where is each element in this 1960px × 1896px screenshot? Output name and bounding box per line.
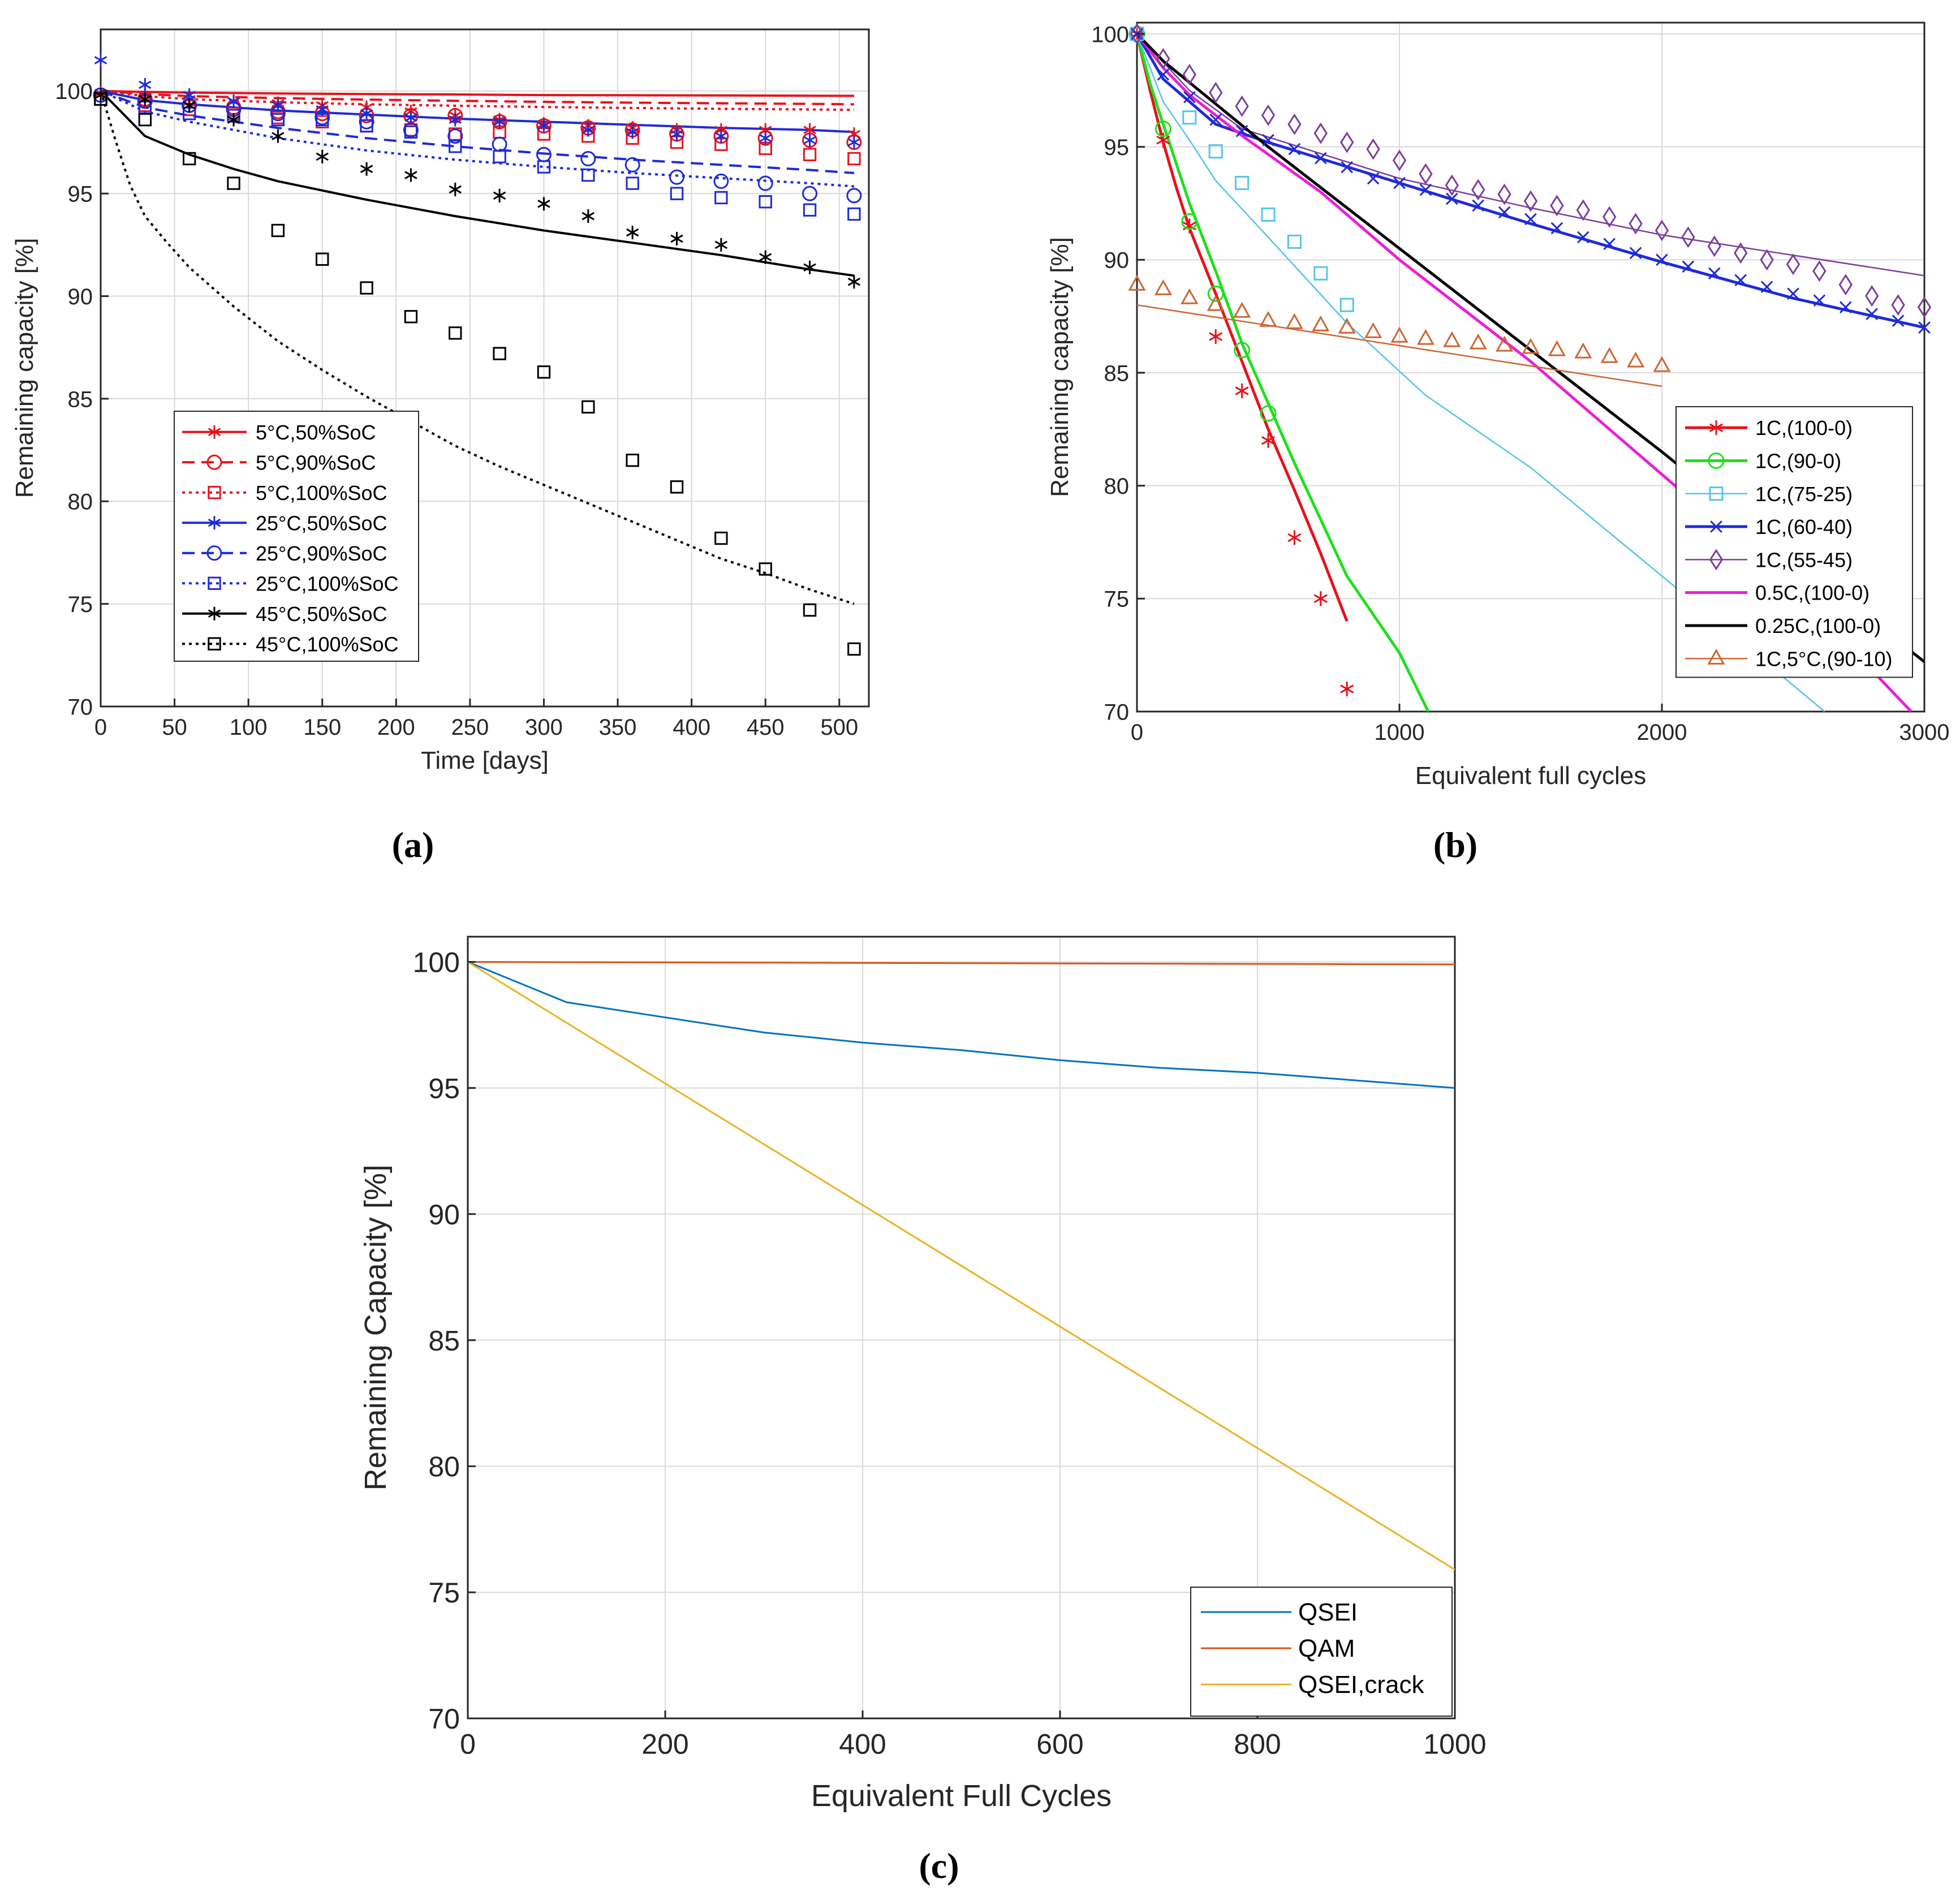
panel-c-x-tick-label: 0 <box>460 1729 476 1760</box>
panel-a-legend-entry: 5°C,90%SoC <box>256 451 376 474</box>
panel-b-x-tick-label: 3000 <box>1899 720 1950 745</box>
panel-c-x-tick-label: 600 <box>1036 1729 1083 1760</box>
panel-a-x-tick-label: 50 <box>162 715 187 740</box>
panel-a-legend-entry: 25°C,100%SoC <box>256 572 399 595</box>
panel-c-y-tick-label: 85 <box>428 1325 460 1356</box>
panel-c-y-tick-label: 95 <box>428 1072 460 1104</box>
panel-b-y-tick-label: 80 <box>1104 474 1130 499</box>
panel-b-legend-entry: 1C,(60-40) <box>1755 515 1853 538</box>
panel-a-x-tick-label: 350 <box>599 715 637 740</box>
panel-a-legend-entry: 45°C,100%SoC <box>256 632 399 656</box>
panel-a-legend-entry: 25°C,90%SoC <box>256 542 387 565</box>
panel-a-x-tick-label: 100 <box>230 715 268 740</box>
panel-c-y-tick-label: 100 <box>413 947 460 979</box>
panel-a-x-axis-label: Time [days] <box>421 747 549 774</box>
panel-a-y-tick-label: 100 <box>55 79 93 104</box>
panel-c-x-tick-label: 1000 <box>1423 1729 1486 1760</box>
panel-b-legend-entry: 0.5C,(100-0) <box>1755 581 1869 605</box>
panel-c-x-tick-label: 800 <box>1234 1729 1281 1760</box>
figure-background <box>0 0 1960 1896</box>
panel-b-y-tick-label: 85 <box>1104 361 1130 386</box>
panel-c-legend: QSEI QAM QSEI,crack <box>1191 1587 1452 1716</box>
panel-a-x-tick-label: 150 <box>303 715 341 740</box>
panel-a-label: (a) <box>392 825 434 865</box>
panel-a-y-tick-label: 80 <box>68 490 93 515</box>
panel-c-x-tick-label: 200 <box>641 1729 688 1760</box>
panel-b-legend: 1C,(100-0) 1C,(90-0) 1C,(75-25) 1C,(60-40) 1… <box>1676 407 1912 677</box>
panel-c-y-tick-label: 75 <box>428 1577 460 1609</box>
panel-a-x-tick-label: 500 <box>820 715 858 740</box>
panel-a-legend-entry: 5°C,100%SoC <box>256 481 387 505</box>
panel-a-x-tick-label: 400 <box>673 715 710 740</box>
panel-a-legend-entry: 5°C,50%SoC <box>256 421 376 444</box>
panel-b-y-tick-label: 95 <box>1104 135 1130 160</box>
panel-a-y-tick-label: 90 <box>68 285 93 309</box>
panel-b-legend-entry: 1C,(55-45) <box>1755 548 1853 571</box>
panel-b-x-axis-label: Equivalent full cycles <box>1415 762 1646 790</box>
panel-c-y-tick-label: 70 <box>428 1703 460 1735</box>
panel-a-legend-entry: 45°C,50%SoC <box>256 602 387 626</box>
panel-b-legend-entry: 1C,(90-0) <box>1755 449 1841 472</box>
panel-b-legend-entry: 1C,5°C,(90-10) <box>1755 647 1893 670</box>
panel-a-x-tick-label: 450 <box>747 715 785 740</box>
panel-a-legend-entry: 25°C,50%SoC <box>256 511 387 535</box>
panel-c-label: (c) <box>919 1846 959 1886</box>
figure: 0 50 100 150 200 250 300 350 400 450 500 70 75 80 85 9… <box>0 0 1960 1896</box>
panel-c-y-tick-label: 80 <box>428 1451 460 1483</box>
panel-c-x-axis-label: Equivalent Full Cycles <box>811 1779 1112 1813</box>
panel-a-y-axis-label: Remaining capacity [%] <box>11 238 38 498</box>
panel-c-y-axis-label: Remaining Capacity [%] <box>359 1165 393 1490</box>
panel-b-y-tick-label: 100 <box>1091 22 1129 47</box>
panel-a-x-tick-label: 0 <box>94 715 107 740</box>
panel-b-label: (b) <box>1433 825 1477 865</box>
panel-b-x-tick-label: 0 <box>1131 720 1143 745</box>
panel-b-y-tick-label: 75 <box>1104 587 1130 612</box>
panel-b-x-tick-label: 2000 <box>1637 720 1687 745</box>
panel-b-y-tick-label: 70 <box>1104 700 1130 725</box>
panel-a-y-tick-label: 75 <box>68 592 93 617</box>
panel-b-legend-entry: 0.25C,(100-0) <box>1755 614 1881 637</box>
panel-c-x-tick-label: 400 <box>839 1729 886 1760</box>
panel-b-x-tick-label: 1000 <box>1375 720 1425 745</box>
panel-b-legend-entry: 1C,(75-25) <box>1755 482 1853 506</box>
panel-b-legend-entry: 1C,(100-0) <box>1755 416 1853 439</box>
panel-c-legend-entry: QSEI <box>1298 1598 1358 1626</box>
panel-a-y-tick-label: 85 <box>68 387 93 412</box>
panel-b-y-axis-label: Remaining capacity [%] <box>1046 237 1074 497</box>
panel-a-y-tick-label: 95 <box>68 182 93 207</box>
panel-a-x-tick-label: 200 <box>377 715 415 740</box>
panel-a-legend: 5°C,50%SoC 5°C,90%SoC 5°C,100%SoC 25°C,50%S… <box>174 411 419 661</box>
panel-a-y-tick-label: 70 <box>68 695 93 719</box>
panel-a-x-tick-label: 250 <box>451 715 489 740</box>
panel-c-y-tick-label: 90 <box>428 1199 460 1230</box>
panel-c-legend-entry: QSEI,crack <box>1298 1671 1424 1699</box>
panel-b-y-tick-label: 90 <box>1104 248 1130 273</box>
panel-c-legend-entry: QAM <box>1298 1635 1355 1662</box>
panel-a-x-tick-label: 300 <box>525 715 563 740</box>
